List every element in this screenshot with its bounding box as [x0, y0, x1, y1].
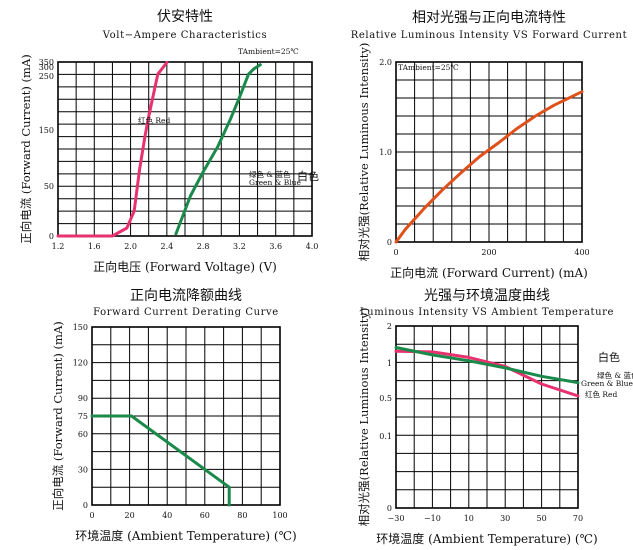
y-tick-label: 0: [387, 504, 392, 513]
x-tick-label: 1.6: [88, 242, 101, 251]
y-tick-label: 75: [78, 412, 88, 421]
chart-subtitle: Forward Current Derating Curve: [93, 307, 279, 318]
x-tick-label: 4.0: [306, 242, 319, 251]
x-axis-label: 环境温度 (Ambient Temperature) (℃): [376, 531, 597, 546]
y-tick-label: 60: [78, 430, 88, 439]
x-tick-label: 70: [573, 514, 583, 523]
ambient-temp-label: TAmbient=25℃: [398, 63, 459, 72]
plot-frame: [57, 61, 313, 237]
x-tick-label: 1.2: [52, 242, 65, 251]
x-tick-label: 0: [89, 511, 94, 520]
series-line-1: [394, 90, 584, 244]
y-tick-label: 0: [83, 501, 88, 510]
x-tick-label: 50: [537, 514, 547, 523]
green-blue-label: 绿色 & 蓝色: [597, 370, 633, 380]
y-tick-label: 0: [387, 238, 392, 247]
green-blue-en-label: Green & Blue: [581, 379, 633, 388]
x-tick-label: 200: [481, 248, 496, 257]
x-tick-label: 60: [200, 511, 210, 520]
chart-subtitle: Luminous Intensity VS Ambient Temperatur…: [360, 307, 614, 318]
ambient-temp-label: TAmbient=25℃: [238, 47, 299, 56]
x-tick-label: 40: [162, 511, 172, 520]
y-tick-label: 0.1: [379, 432, 392, 441]
y-tick-label: 2: [387, 322, 392, 331]
y-tick-label: 1.0: [379, 148, 392, 157]
y-tick-label: 30: [78, 465, 88, 474]
chart-subtitle: Relative Luminous Intensity VS Forward C…: [351, 30, 627, 41]
series-line-2: [174, 63, 262, 236]
chart-title: 正向电流降额曲线: [130, 288, 242, 304]
y-tick-label: 120: [73, 359, 88, 368]
y-tick-label: 0.5: [379, 394, 392, 403]
chart-2: 相对光强与正向电流特性 Relative Luminous Intensity V…: [351, 10, 627, 280]
y-tick-label: 150: [73, 323, 88, 332]
y-axis-label: 相对光强(Relative Luminous Intensity): [357, 308, 371, 527]
x-tick-label: 80: [237, 511, 247, 520]
x-axis-label: 正向电压 (Forward Voltage) (V): [93, 259, 277, 274]
x-tick-label: 2.8: [197, 242, 210, 251]
chart-title: 相对光强与正向电流特性: [412, 10, 566, 26]
chart-subtitle: Volt−Ampere Characteristics: [102, 30, 267, 41]
x-axis-label: 环境温度 (Ambient Temperature) (℃): [75, 528, 296, 543]
chart-title: 伏安特性: [157, 9, 213, 25]
series-line-2: [394, 346, 580, 385]
y-tick-label: 90: [78, 394, 88, 403]
y-tick-label: 50: [44, 182, 54, 191]
series-line-1: [56, 61, 169, 238]
y-axis-label: 正向电流 (Forward Current) (mA): [19, 54, 33, 244]
y-tick-label: 150: [39, 126, 54, 135]
x-tick-label: 400: [574, 248, 589, 257]
green-blue-en-label: Green & Blue: [249, 178, 301, 187]
chart-title: 光强与环境温度曲线: [424, 288, 550, 304]
plot-frame: [395, 61, 583, 243]
red-label: 红色 Red: [585, 389, 617, 399]
x-tick-label: 2.4: [160, 242, 173, 251]
x-tick-label: 0: [393, 248, 398, 257]
series-line-1: [394, 349, 580, 398]
x-tick-label: 100: [272, 511, 287, 520]
x-tick-label: −30: [388, 514, 405, 523]
y-tick-label: 1: [387, 359, 392, 368]
green-blue-label: 绿色 & 蓝色: [249, 169, 291, 179]
x-tick-label: 20: [125, 511, 135, 520]
x-tick-label: −10: [424, 514, 441, 523]
white-label: 白色: [297, 169, 319, 183]
white-label: 白色: [598, 350, 620, 364]
plot-frame: [395, 325, 579, 509]
y-tick-label: 350: [39, 58, 54, 67]
y-tick-label: 2.0: [379, 58, 392, 67]
x-axis-label: 正向电流 (Forward Current) (mA): [390, 265, 588, 280]
y-tick-label: 250: [39, 72, 54, 81]
x-tick-label: 10: [464, 514, 474, 523]
series-line-1: [90, 414, 231, 507]
chart-3: 正向电流降额曲线 Forward Current Derating Curve 0 2…: [51, 288, 297, 543]
y-tick-label: 0: [49, 232, 54, 241]
red-label: 红色 Red: [138, 115, 170, 125]
x-tick-label: 2.0: [124, 242, 137, 251]
y-tick-label: 300: [39, 63, 54, 72]
x-tick-label: 3.2: [233, 242, 246, 251]
chart-1: 伏安特性 Volt−Ampere Characteristics 1.2 1.6 2.0…: [19, 9, 318, 274]
y-axis-label: 相对光强(Relative Luminous Intensity): [357, 43, 371, 262]
x-tick-label: 30: [500, 514, 510, 523]
y-axis-label: 正向电流 (Forward Current) (mA): [51, 321, 65, 511]
x-tick-label: 3.6: [269, 242, 282, 251]
chart-4: 光强与环境温度曲线 Luminous Intensity VS Ambient T…: [357, 288, 614, 546]
